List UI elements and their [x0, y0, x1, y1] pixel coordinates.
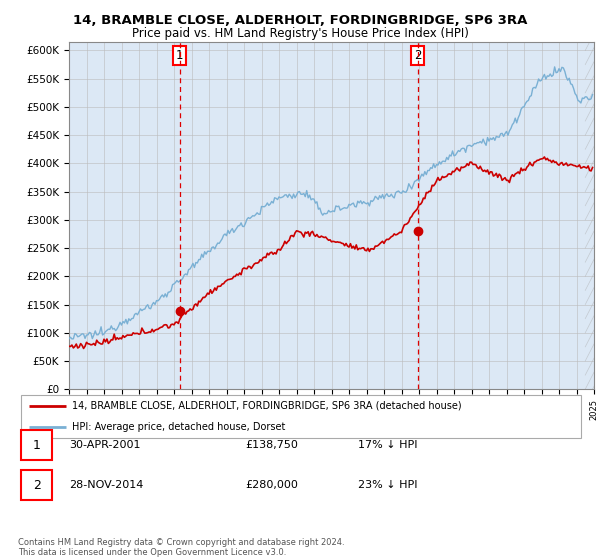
FancyBboxPatch shape	[21, 470, 52, 501]
Text: 2: 2	[414, 49, 421, 62]
Text: 23% ↓ HPI: 23% ↓ HPI	[358, 480, 418, 490]
Text: 2: 2	[33, 479, 41, 492]
FancyBboxPatch shape	[21, 430, 52, 460]
Text: 28-NOV-2014: 28-NOV-2014	[69, 480, 143, 490]
Text: 17% ↓ HPI: 17% ↓ HPI	[358, 440, 418, 450]
Text: Price paid vs. HM Land Registry's House Price Index (HPI): Price paid vs. HM Land Registry's House …	[131, 27, 469, 40]
Text: 1: 1	[176, 49, 184, 62]
Text: 14, BRAMBLE CLOSE, ALDERHOLT, FORDINGBRIDGE, SP6 3RA: 14, BRAMBLE CLOSE, ALDERHOLT, FORDINGBRI…	[73, 14, 527, 27]
Text: Contains HM Land Registry data © Crown copyright and database right 2024.
This d: Contains HM Land Registry data © Crown c…	[18, 538, 344, 557]
Text: HPI: Average price, detached house, Dorset: HPI: Average price, detached house, Dors…	[72, 422, 285, 432]
Text: £280,000: £280,000	[245, 480, 298, 490]
Text: 30-APR-2001: 30-APR-2001	[69, 440, 140, 450]
Text: 14, BRAMBLE CLOSE, ALDERHOLT, FORDINGBRIDGE, SP6 3RA (detached house): 14, BRAMBLE CLOSE, ALDERHOLT, FORDINGBRI…	[72, 400, 461, 410]
Text: 1: 1	[33, 438, 41, 452]
Text: £138,750: £138,750	[245, 440, 298, 450]
FancyBboxPatch shape	[21, 395, 581, 438]
